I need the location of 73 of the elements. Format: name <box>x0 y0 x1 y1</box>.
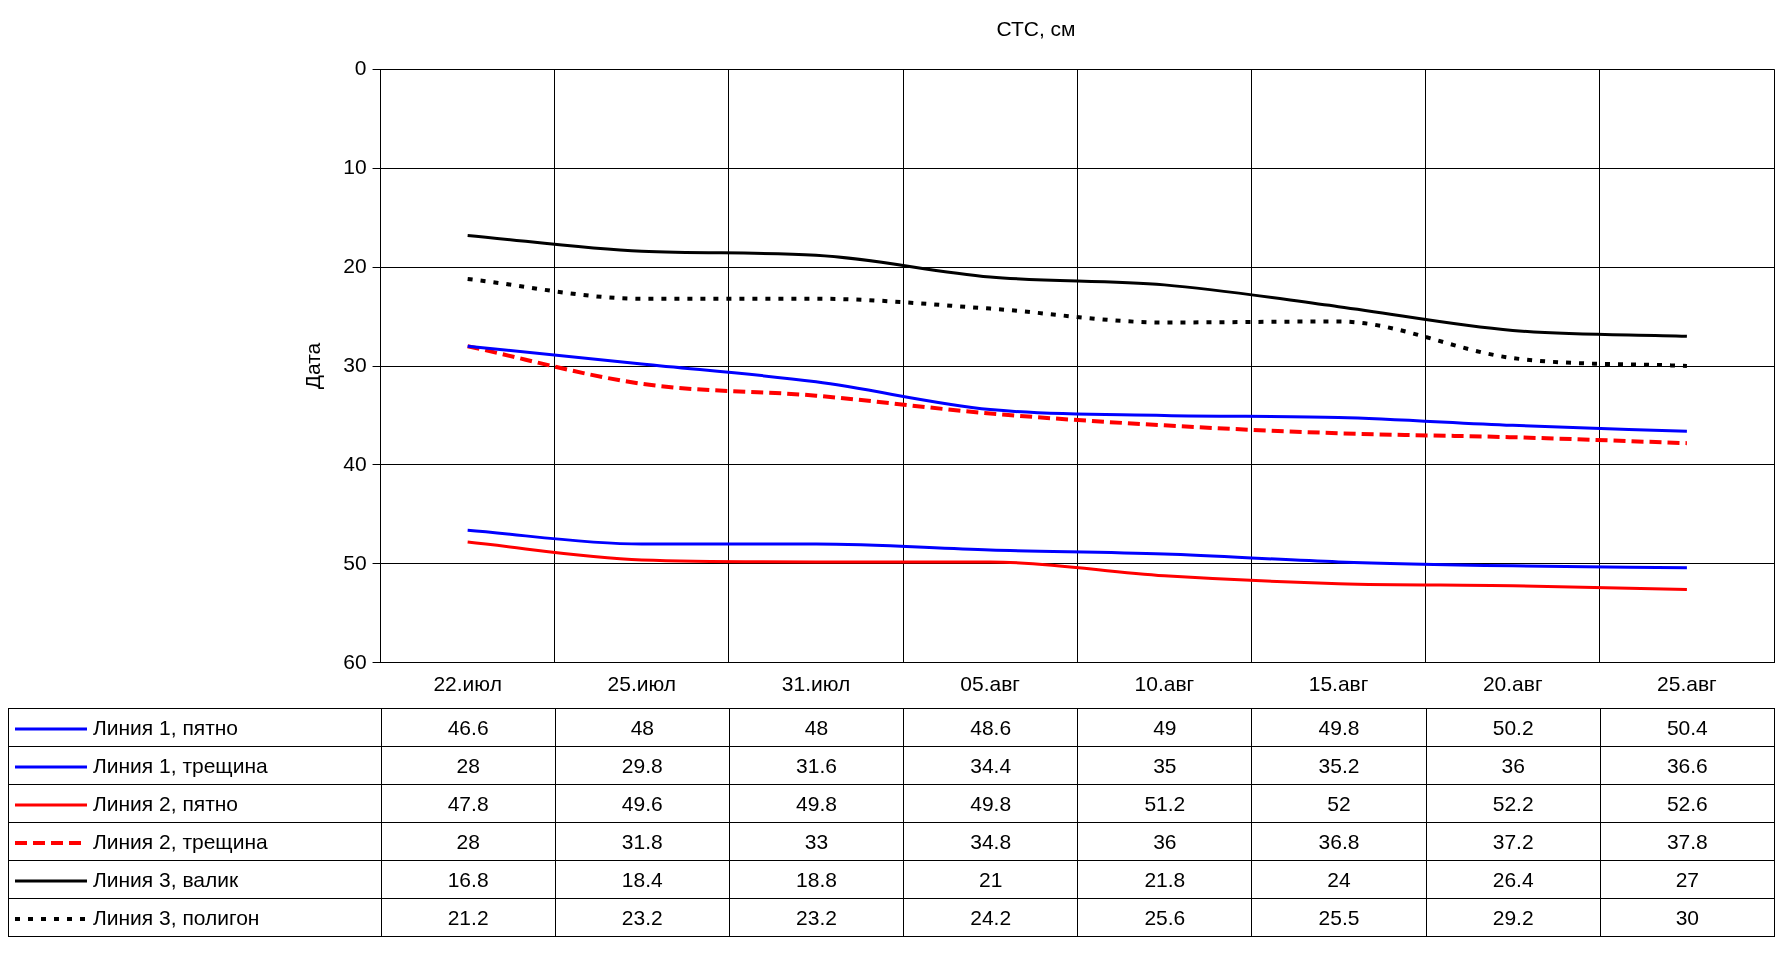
data-label: 29.8 <box>555 746 730 785</box>
data-label: 52 <box>1251 784 1427 823</box>
x-tick-label: 15.авг <box>1308 672 1369 696</box>
data-label: 49.6 <box>555 784 730 823</box>
data-label: 48.6 <box>903 708 1078 747</box>
data-label: 52.2 <box>1426 784 1601 823</box>
data-label: 27 <box>1600 860 1775 899</box>
data-label: 18.4 <box>555 860 730 899</box>
x-tick-label: 20.авг <box>1482 672 1543 696</box>
line-series <box>466 528 1689 570</box>
data-label: 31.6 <box>729 746 904 785</box>
data-label: 46.6 <box>381 708 556 747</box>
data-label: 49 <box>1077 708 1252 747</box>
data-label: 48 <box>555 708 730 747</box>
legend-label: Линия 1, трещина <box>93 753 268 777</box>
data-label: 49.8 <box>903 784 1078 823</box>
data-label: 18.8 <box>729 860 904 899</box>
data-label: 37.8 <box>1600 822 1775 861</box>
x-tick-label: 10.авг <box>1134 672 1195 696</box>
data-label: 52.6 <box>1600 784 1775 823</box>
data-label: 25.6 <box>1077 898 1252 937</box>
x-tick-label: 22.июл <box>433 672 502 696</box>
y-tick-label: 60 <box>343 649 367 673</box>
data-label: 49.8 <box>1251 708 1427 747</box>
line-series <box>466 540 1689 592</box>
data-label: 47.8 <box>381 784 556 823</box>
data-label: 36.6 <box>1600 746 1775 785</box>
x-tick-label: 05.авг <box>960 672 1021 696</box>
legend-label: Линия 2, трещина <box>93 829 268 853</box>
data-label: 29.2 <box>1426 898 1601 937</box>
data-label: 49.8 <box>729 784 904 823</box>
x-tick-label: 25.июл <box>607 672 677 696</box>
data-label: 34.8 <box>903 822 1078 861</box>
y-tick-label: 10 <box>343 154 367 178</box>
legend-label: Линия 3, полигон <box>93 905 260 929</box>
data-label: 24.2 <box>903 898 1078 937</box>
y-tick-label: 30 <box>343 352 367 376</box>
data-label: 50.4 <box>1600 708 1775 747</box>
data-label: 50.2 <box>1426 708 1601 747</box>
data-label: 25.5 <box>1251 898 1427 937</box>
data-label: 23.2 <box>555 898 730 937</box>
data-label: 35.2 <box>1251 746 1427 785</box>
legend-label: Линия 2, пятно <box>93 791 239 815</box>
data-label: 31.8 <box>555 822 730 861</box>
y-axis-title: Дата <box>301 342 325 390</box>
data-label: 16.8 <box>381 860 556 899</box>
data-label: 28 <box>381 746 556 785</box>
x-tick-label: 31.июл <box>781 672 851 696</box>
data-label: 30 <box>1600 898 1775 937</box>
data-label: 51.2 <box>1077 784 1252 823</box>
data-label: 33 <box>729 822 904 861</box>
y-tick-label: 20 <box>343 253 367 277</box>
data-label: 36 <box>1077 822 1252 861</box>
data-label: 23.2 <box>729 898 904 937</box>
legend-label: Линия 1, пятно <box>93 715 239 739</box>
legend-label: Линия 3, валик <box>93 867 239 891</box>
data-label: 36.8 <box>1251 822 1427 861</box>
data-label: 48 <box>729 708 904 747</box>
data-label: 36 <box>1426 746 1601 785</box>
x-tick-label: 25.авг <box>1657 672 1718 696</box>
data-label: 21.2 <box>381 898 556 937</box>
data-label: 37.2 <box>1426 822 1601 861</box>
y-tick-label: 50 <box>343 550 367 574</box>
data-label: 28 <box>381 822 556 861</box>
data-label: 26.4 <box>1426 860 1601 899</box>
data-label: 24 <box>1251 860 1427 899</box>
data-label: 21 <box>903 860 1078 899</box>
y-tick-label: 40 <box>343 451 367 475</box>
y-tick-label: 0 <box>354 56 367 79</box>
chart-title: СТС, см <box>996 17 1076 41</box>
data-label: 35 <box>1077 746 1252 785</box>
data-label: 21.8 <box>1077 860 1252 899</box>
data-label: 34.4 <box>903 746 1078 785</box>
